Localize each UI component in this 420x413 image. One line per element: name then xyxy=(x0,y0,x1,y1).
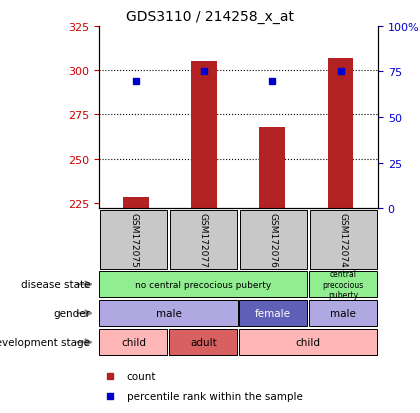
FancyBboxPatch shape xyxy=(100,272,307,297)
Text: male: male xyxy=(155,309,181,318)
Text: central
precocious
puberty: central precocious puberty xyxy=(323,270,364,299)
FancyBboxPatch shape xyxy=(100,211,167,269)
Text: GDS3110 / 214258_x_at: GDS3110 / 214258_x_at xyxy=(126,10,294,24)
Text: female: female xyxy=(255,309,291,318)
FancyBboxPatch shape xyxy=(310,211,377,269)
Text: adult: adult xyxy=(190,337,217,347)
Bar xyxy=(328,59,354,209)
Text: GSM172076: GSM172076 xyxy=(269,213,278,267)
Bar xyxy=(192,62,217,209)
Text: development stage: development stage xyxy=(0,337,90,347)
Text: child: child xyxy=(121,337,146,347)
FancyBboxPatch shape xyxy=(309,301,377,326)
FancyBboxPatch shape xyxy=(100,301,238,326)
FancyBboxPatch shape xyxy=(309,272,377,297)
Text: disease state: disease state xyxy=(21,280,90,290)
FancyBboxPatch shape xyxy=(239,301,307,326)
Text: count: count xyxy=(127,371,156,381)
Text: GSM172074: GSM172074 xyxy=(339,213,348,267)
Text: gender: gender xyxy=(53,309,90,318)
Text: child: child xyxy=(296,337,321,347)
FancyBboxPatch shape xyxy=(239,330,377,355)
FancyBboxPatch shape xyxy=(170,211,237,269)
Bar xyxy=(260,127,285,209)
FancyBboxPatch shape xyxy=(169,330,237,355)
Text: male: male xyxy=(330,309,356,318)
FancyBboxPatch shape xyxy=(240,211,307,269)
Text: GSM172077: GSM172077 xyxy=(199,213,208,267)
Text: percentile rank within the sample: percentile rank within the sample xyxy=(127,391,302,401)
Text: GSM172075: GSM172075 xyxy=(129,213,138,267)
Bar xyxy=(123,198,149,209)
FancyBboxPatch shape xyxy=(100,330,167,355)
Text: no central precocious puberty: no central precocious puberty xyxy=(135,280,272,289)
